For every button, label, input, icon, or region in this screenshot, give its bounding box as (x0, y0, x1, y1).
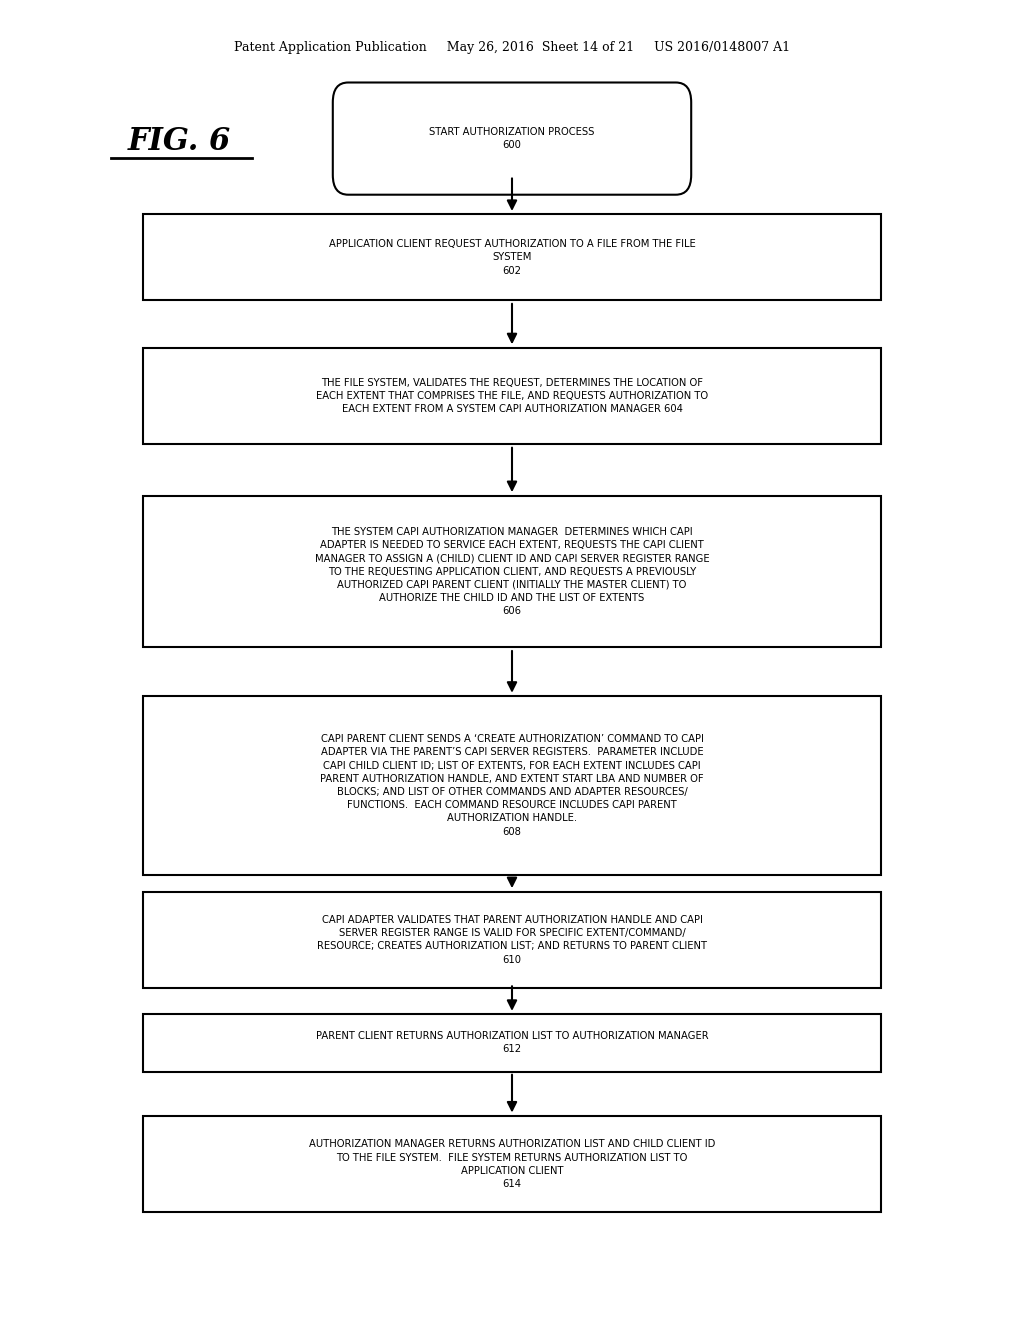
Text: PARENT CLIENT RETURNS AUTHORIZATION LIST TO AUTHORIZATION MANAGER
612: PARENT CLIENT RETURNS AUTHORIZATION LIST… (315, 1031, 709, 1055)
Text: CAPI ADAPTER VALIDATES THAT PARENT AUTHORIZATION HANDLE AND CAPI
SERVER REGISTER: CAPI ADAPTER VALIDATES THAT PARENT AUTHO… (317, 915, 707, 965)
Text: CAPI PARENT CLIENT SENDS A ‘CREATE AUTHORIZATION’ COMMAND TO CAPI
ADAPTER VIA TH: CAPI PARENT CLIENT SENDS A ‘CREATE AUTHO… (321, 734, 703, 837)
Bar (143, 697, 881, 874)
Bar (143, 214, 881, 300)
Text: START AUTHORIZATION PROCESS
600: START AUTHORIZATION PROCESS 600 (429, 127, 595, 150)
Text: Patent Application Publication     May 26, 2016  Sheet 14 of 21     US 2016/0148: Patent Application Publication May 26, 2… (233, 41, 791, 54)
Bar (143, 1117, 881, 1212)
Text: FIG. 6: FIG. 6 (128, 125, 230, 157)
Bar (143, 892, 881, 987)
Text: THE SYSTEM CAPI AUTHORIZATION MANAGER  DETERMINES WHICH CAPI
ADAPTER IS NEEDED T: THE SYSTEM CAPI AUTHORIZATION MANAGER DE… (314, 527, 710, 616)
Bar (143, 496, 881, 648)
Text: APPLICATION CLIENT REQUEST AUTHORIZATION TO A FILE FROM THE FILE
SYSTEM
602: APPLICATION CLIENT REQUEST AUTHORIZATION… (329, 239, 695, 276)
Bar (143, 1014, 881, 1072)
Text: THE FILE SYSTEM, VALIDATES THE REQUEST, DETERMINES THE LOCATION OF
EACH EXTENT T: THE FILE SYSTEM, VALIDATES THE REQUEST, … (316, 378, 708, 414)
Bar (143, 348, 881, 444)
Text: AUTHORIZATION MANAGER RETURNS AUTHORIZATION LIST AND CHILD CLIENT ID
TO THE FILE: AUTHORIZATION MANAGER RETURNS AUTHORIZAT… (309, 1139, 715, 1189)
FancyBboxPatch shape (333, 82, 691, 195)
